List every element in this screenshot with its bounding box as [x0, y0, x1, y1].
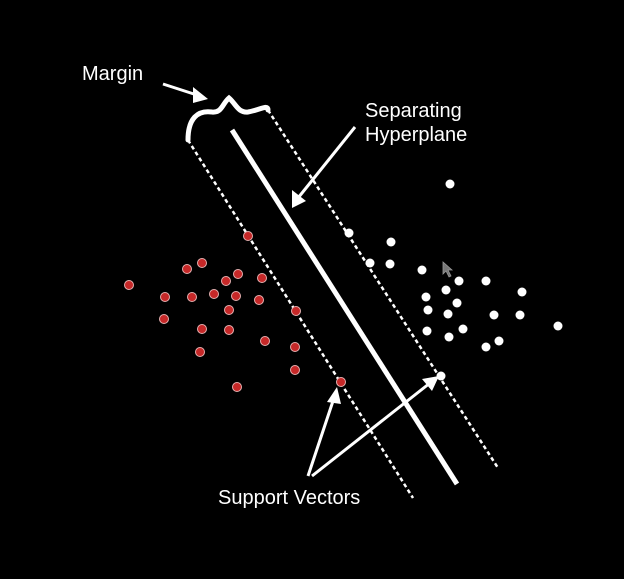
class-a-point — [290, 342, 300, 352]
class-a-point — [197, 258, 207, 268]
class-b-point — [452, 298, 462, 308]
class-a-point — [209, 289, 219, 299]
arrows — [162, 82, 439, 478]
cursor-arrow-icon — [442, 261, 454, 278]
hyperplane-label-line1: Separating — [365, 100, 462, 122]
class-a-point — [182, 264, 192, 274]
support-vectors-label: Support Vectors — [218, 487, 361, 509]
separating-hyperplane — [229, 128, 460, 486]
class-a-point — [254, 295, 264, 305]
support-arrowhead-left — [327, 387, 341, 404]
margin-boundary-left — [186, 139, 415, 499]
class-a-point — [160, 292, 170, 302]
support-arrow-left — [306, 397, 336, 477]
support-vector-b — [436, 371, 446, 381]
support-arrow-right — [311, 381, 431, 478]
class-b-point — [385, 259, 395, 269]
class-a-point — [233, 269, 243, 279]
class-b-point — [386, 237, 396, 247]
class-b-points — [344, 179, 563, 381]
class-b-point — [454, 276, 464, 286]
class-a-point — [290, 365, 300, 375]
class-b-point — [553, 321, 563, 331]
class-a-point — [260, 336, 270, 346]
support-vector-b — [344, 228, 354, 238]
class-b-point — [481, 342, 491, 352]
margin-boundary-right — [266, 109, 500, 469]
class-b-point — [441, 285, 451, 295]
class-a-point — [224, 325, 234, 335]
class-a-point — [257, 273, 267, 283]
class-b-point — [445, 179, 455, 189]
margin-arrowhead — [193, 87, 208, 103]
brace-icon — [185, 94, 271, 143]
class-a-point — [187, 292, 197, 302]
class-a-point — [291, 306, 301, 316]
hyperplane-arrowhead — [292, 190, 306, 208]
hyperplane-arrow — [296, 126, 357, 199]
margin-label: Margin — [82, 63, 144, 85]
class-a-point — [124, 280, 134, 290]
class-b-point — [443, 309, 453, 319]
class-a-point — [159, 314, 169, 324]
hyperplane-label-line2: Hyperplane — [365, 124, 468, 146]
class-a-point — [197, 324, 207, 334]
margin-boundaries — [186, 109, 500, 499]
support-vector-b — [365, 258, 375, 268]
class-a-point — [224, 305, 234, 315]
class-b-point — [421, 292, 431, 302]
support-arrowhead-right — [422, 376, 439, 391]
class-a-points — [124, 231, 346, 392]
class-b-point — [458, 324, 468, 334]
support-vector-a — [243, 231, 253, 241]
class-b-point — [417, 265, 427, 275]
hyperplane-label: Separating Hyperplane — [365, 99, 467, 147]
class-a-point — [221, 276, 231, 286]
support-vector-a — [336, 377, 346, 387]
class-b-point — [422, 326, 432, 336]
class-b-point — [444, 332, 454, 342]
class-b-point — [515, 310, 525, 320]
class-b-point — [494, 336, 504, 346]
class-b-point — [517, 287, 527, 297]
class-b-point — [481, 276, 491, 286]
class-b-point — [489, 310, 499, 320]
class-a-point — [195, 347, 205, 357]
class-a-point — [231, 291, 241, 301]
class-a-point — [232, 382, 242, 392]
class-b-point — [423, 305, 433, 315]
